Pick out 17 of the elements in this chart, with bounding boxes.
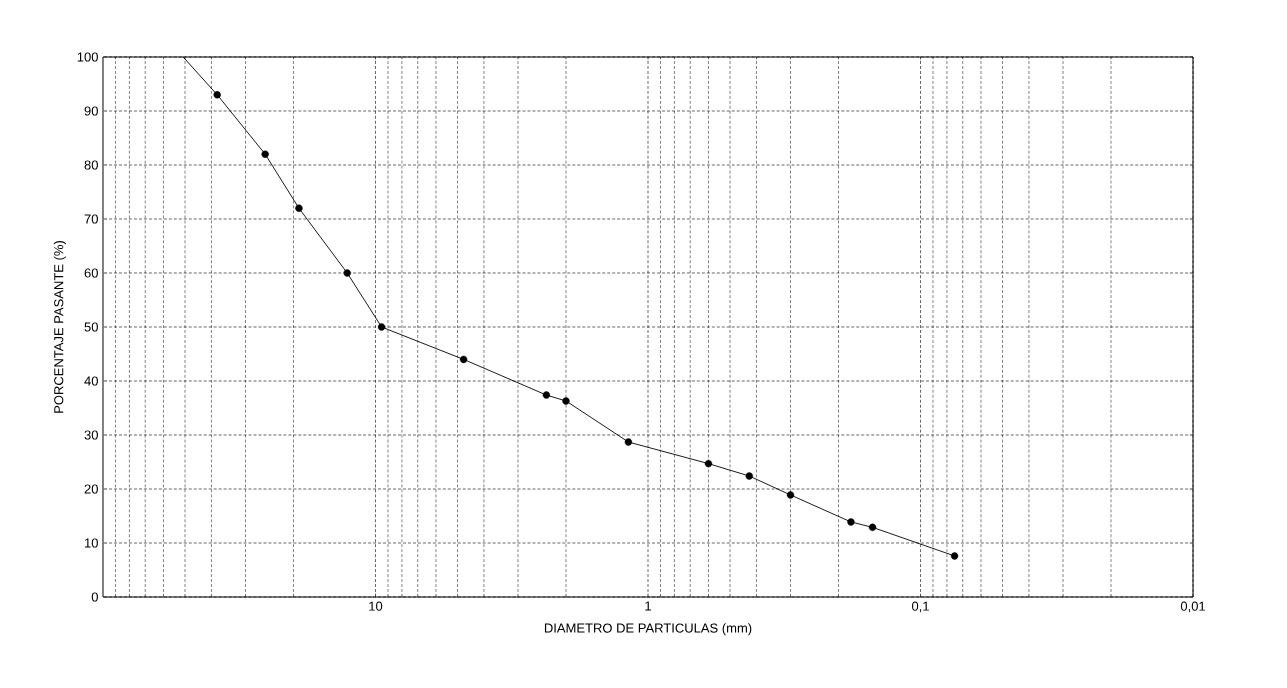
x-tick-label: 0,1	[911, 601, 929, 613]
y-tick-label: 0	[91, 592, 98, 602]
y-tick-label: 80	[84, 160, 98, 170]
y-tick-label: 100	[77, 52, 98, 62]
x-axis-title: DIAMETRO DE PARTICULAS (mm)	[544, 623, 752, 636]
y-tick-label: 40	[84, 376, 98, 386]
x-tick-label: 0,01	[1180, 601, 1206, 613]
y-tick-label: 50	[84, 322, 98, 332]
y-tick-label: 90	[84, 106, 98, 116]
x-tick-label: 1	[645, 601, 651, 611]
y-tick-label: 20	[84, 484, 98, 494]
y-tick-label: 10	[84, 538, 98, 548]
y-tick-label: 30	[84, 430, 98, 440]
y-tick-label: 70	[84, 214, 98, 224]
y-tick-label: 60	[84, 268, 98, 278]
x-tick-label: 10	[369, 601, 383, 611]
y-axis-title: PORCENTAJE PASANTE (%)	[53, 241, 66, 413]
